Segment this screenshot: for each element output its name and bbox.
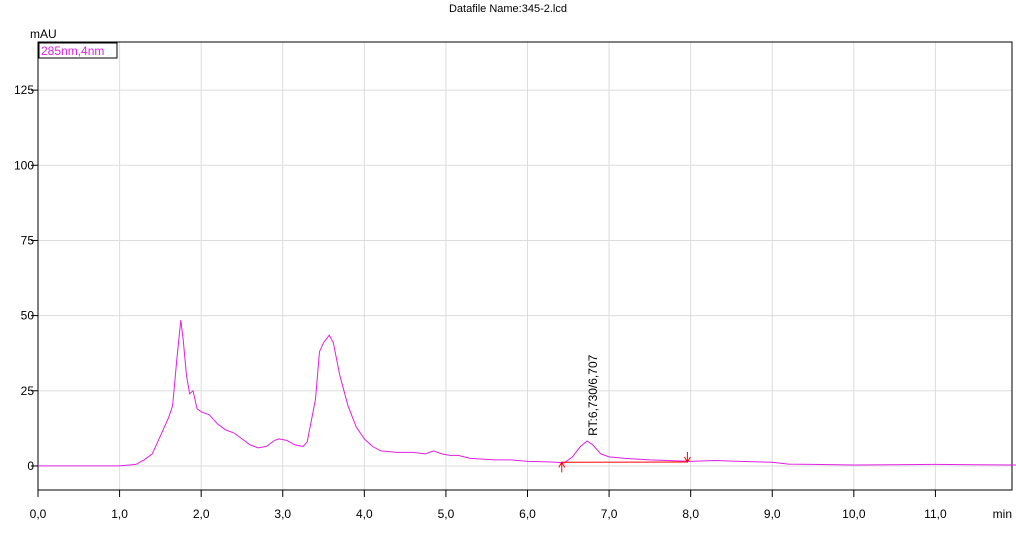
x-tick-label: 10,0 <box>842 507 866 521</box>
y-axis-label: mAU <box>30 27 57 41</box>
x-tick-label: 6,0 <box>519 507 536 521</box>
x-tick-label: 3,0 <box>274 507 291 521</box>
baseline-arrow <box>684 452 690 462</box>
baseline-arrow <box>559 462 565 472</box>
x-tick-label: 5,0 <box>438 507 455 521</box>
y-tick-label: 25 <box>21 384 35 398</box>
y-tick-label: 0 <box>27 459 34 473</box>
chart-title: Datafile Name:345-2.lcd <box>449 3 567 15</box>
x-tick-label: 2,0 <box>193 507 210 521</box>
x-tick-label: 4,0 <box>356 507 373 521</box>
legend-label: 285nm,4nm <box>41 44 104 58</box>
y-tick-label: 100 <box>14 158 34 172</box>
peak-annotation: RT:6,730/6,707 <box>586 354 600 436</box>
plot-frame <box>38 42 1012 490</box>
x-tick-label: 9,0 <box>764 507 781 521</box>
x-tick-label: 0,0 <box>30 507 47 521</box>
x-tick-label: 8,0 <box>682 507 699 521</box>
y-tick-label: 125 <box>14 83 34 97</box>
x-tick-label: 7,0 <box>601 507 618 521</box>
x-tick-label: 11,0 <box>924 507 947 521</box>
y-tick-label: 75 <box>21 233 35 247</box>
x-tick-label: 1,0 <box>111 507 128 521</box>
x-axis-label: min <box>993 507 1012 521</box>
y-tick-label: 50 <box>21 309 35 323</box>
